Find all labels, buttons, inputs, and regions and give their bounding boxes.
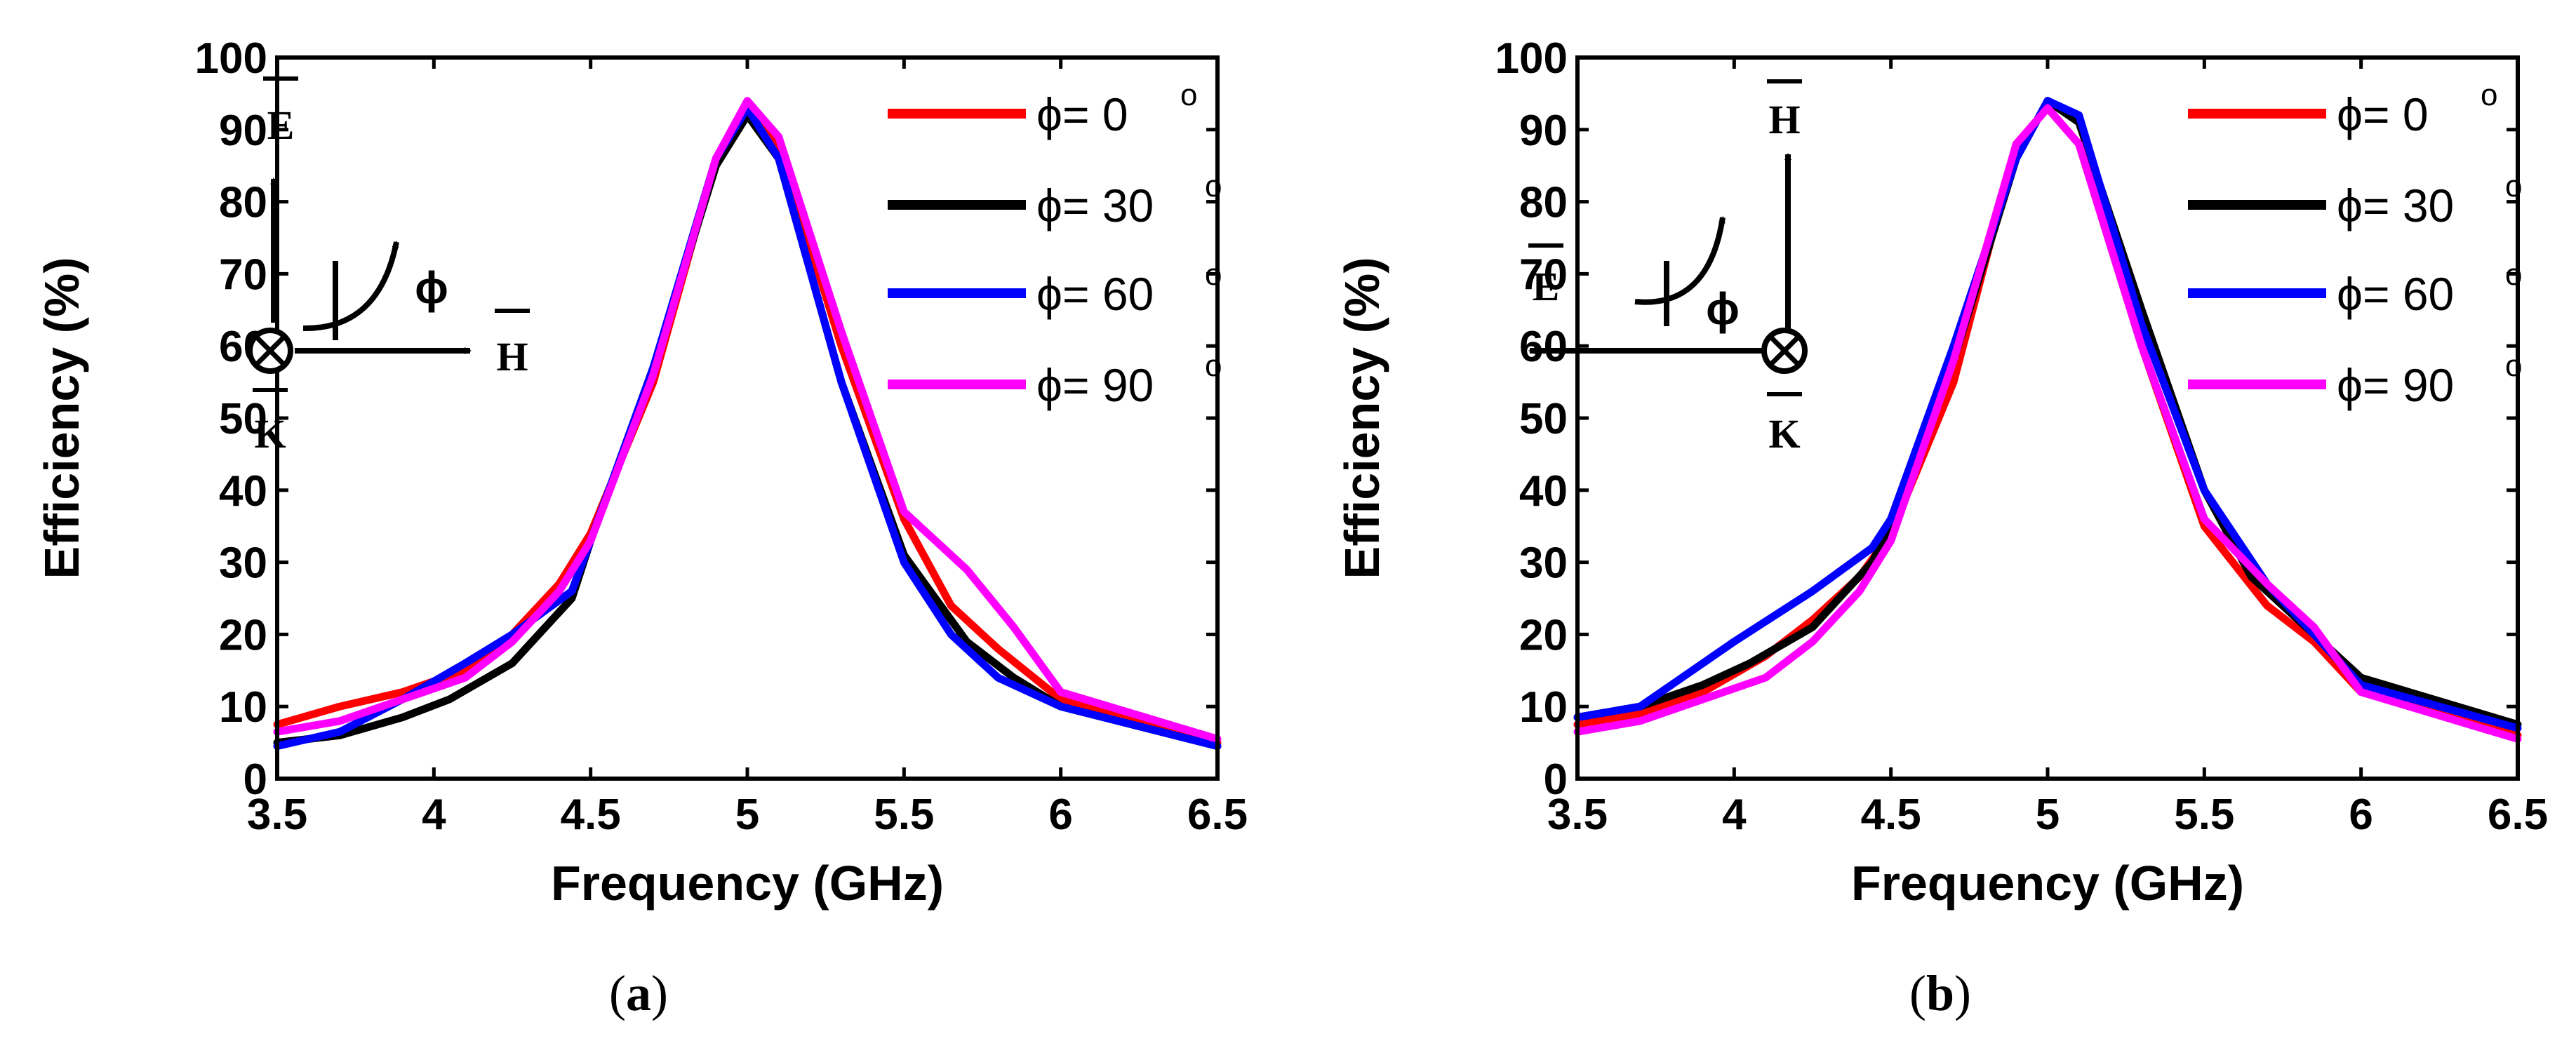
x-tick-label-b-6: 6.5	[2488, 791, 2548, 839]
legend-item-b-2: ϕ= 60 o	[2188, 257, 2522, 320]
panel-caption-a: (a)	[609, 965, 668, 1021]
series-line-a-3	[273, 97, 1222, 743]
legend-item-a-0: ϕ= 0 o	[888, 78, 1197, 140]
legend-degree-a-0: o	[1180, 78, 1197, 112]
series-group-a	[273, 97, 1222, 751]
panel-caption-b: (b)	[1909, 965, 1971, 1021]
polarization-diagram-b: H E K ϕ	[1528, 79, 1808, 457]
x-tick-label-a-5: 6	[1048, 791, 1072, 839]
rotation-arc-b	[1634, 216, 1726, 305]
y-tick-label-a-0: 0	[243, 755, 267, 804]
y-tick-label-a-7: 70	[219, 250, 267, 299]
y-tick-label-b-0: 0	[1544, 755, 1568, 804]
legend-item-a-3: ϕ= 90 o	[888, 349, 1222, 411]
series-line-b-3	[1573, 104, 2522, 743]
y-tick-label-b-10: 100	[1495, 34, 1568, 83]
y-tick-label-a-1: 10	[219, 683, 267, 732]
y-tick-label-b-8: 80	[1519, 179, 1568, 227]
legend-item-b-0: ϕ= 0 o	[2188, 78, 2497, 140]
y-tick-label-a-2: 20	[219, 611, 267, 659]
x-tick-label-a-3: 5	[735, 791, 759, 839]
x-tick-label-a-6: 6.5	[1187, 791, 1248, 839]
plot-frame-a	[275, 55, 1220, 781]
plot-frame-b	[1575, 55, 2520, 781]
y-tick-label-b-9: 90	[1519, 107, 1568, 155]
legend-item-a-2: ϕ= 60 o	[888, 257, 1222, 320]
legend-label-a-3: ϕ= 90	[1036, 359, 1154, 411]
e-field-label-b: E	[1533, 264, 1560, 309]
legend-label-a-2: ϕ= 60	[1036, 268, 1154, 320]
y-tick-label-b-4: 40	[1519, 467, 1568, 516]
k-into-page-cross-a	[255, 335, 286, 366]
y-tick-label-a-8: 80	[219, 179, 267, 227]
legend-a: ϕ= 0 o ϕ= 30 o ϕ= 60 o ϕ= 90 o	[888, 78, 1222, 411]
k-into-page-cross-b	[1769, 335, 1800, 366]
rotation-arc-a	[302, 241, 399, 332]
y-tick-label-a-9: 90	[219, 107, 267, 155]
x-tick-label-b-0: 3.5	[1547, 791, 1608, 839]
y-tick-label-a-5: 50	[219, 395, 267, 443]
phi-symbol-b: ϕ	[1706, 283, 1740, 334]
y-axis-label-b: Efficiency (%)	[1335, 257, 1389, 579]
legend-item-b-1: ϕ= 30 o	[2188, 169, 2522, 231]
legend-item-a-1: ϕ= 30 o	[888, 169, 1222, 231]
caption-open-a: (	[609, 965, 626, 1021]
y-tick-label-a-3: 30	[219, 539, 267, 588]
legend-label-b-1: ϕ= 30	[2337, 180, 2454, 231]
y-tick-label-a-10: 100	[195, 34, 267, 83]
y-tick-label-b-5: 50	[1519, 395, 1568, 443]
caption-open-b: (	[1909, 965, 1926, 1021]
legend-label-b-2: ϕ= 60	[2337, 268, 2454, 320]
x-axis-label-b: Frequency (GHz)	[1851, 856, 2244, 911]
y-tick-label-b-2: 20	[1519, 611, 1568, 659]
k-vector-label-a: K	[254, 411, 286, 457]
y-tick-label-b-3: 30	[1519, 539, 1568, 588]
caption-letter-b: b	[1926, 965, 1954, 1021]
caption-close-a: )	[651, 965, 668, 1021]
legend-degree-a-3: o	[1205, 349, 1222, 383]
phi-symbol-a: ϕ	[415, 262, 448, 313]
legend-label-b-3: ϕ= 90	[2337, 359, 2454, 411]
legend-b: ϕ= 0 o ϕ= 30 o ϕ= 60 o ϕ= 90 o	[2188, 78, 2522, 411]
x-tick-label-a-4: 5.5	[874, 791, 934, 839]
legend-label-a-1: ϕ= 30	[1036, 180, 1154, 231]
legend-degree-b-2: o	[2505, 257, 2522, 292]
caption-close-b: )	[1954, 965, 1971, 1021]
legend-degree-a-1: o	[1205, 169, 1222, 203]
polarization-diagram-a: E H K ϕ	[247, 76, 530, 457]
legend-item-b-3: ϕ= 90 o	[2188, 349, 2522, 411]
legend-degree-b-1: o	[2505, 169, 2522, 203]
y-tick-label-a-4: 40	[219, 467, 267, 516]
x-tick-label-a-1: 4	[422, 791, 446, 839]
y-tick-label-b-7: 70	[1519, 250, 1568, 299]
tick-group-b: 3.5 4 4.5 5 5.5 6 6.5 0 10 20 30 40 50 60 70 80 90 100	[1495, 34, 2549, 839]
legend-degree-b-3: o	[2505, 349, 2522, 383]
x-tick-label-b-5: 6	[2349, 791, 2373, 839]
e-field-label-a: E	[267, 102, 295, 148]
y-tick-label-b-1: 10	[1519, 683, 1568, 732]
x-tick-label-a-0: 3.5	[247, 791, 307, 839]
x-axis-label-a: Frequency (GHz)	[551, 856, 944, 911]
y-tick-label-b-6: 60	[1519, 323, 1568, 371]
legend-label-a-0: ϕ= 0	[1036, 88, 1128, 140]
chart-panel-b: 3.5 4 4.5 5 5.5 6 6.5 0 10 20 30 40 50 60 70 80 90 100 Fr…	[1335, 34, 2548, 1021]
caption-letter-a: a	[626, 965, 651, 1021]
x-tick-label-b-3: 5	[2036, 791, 2060, 839]
k-vector-label-b: K	[1768, 411, 1800, 457]
series-group-b	[1573, 97, 2522, 743]
h-field-label-a: H	[496, 334, 528, 379]
legend-degree-a-2: o	[1205, 257, 1222, 292]
x-tick-label-b-1: 4	[1722, 791, 1747, 839]
x-tick-label-a-2: 4.5	[561, 791, 621, 839]
legend-label-b-0: ϕ= 0	[2337, 88, 2429, 140]
legend-degree-b-0: o	[2481, 78, 2497, 112]
x-tick-label-b-2: 4.5	[1861, 791, 1921, 839]
h-field-label-b: H	[1768, 97, 1800, 142]
x-tick-label-b-4: 5.5	[2174, 791, 2234, 839]
y-axis-label-a: Efficiency (%)	[34, 257, 89, 579]
